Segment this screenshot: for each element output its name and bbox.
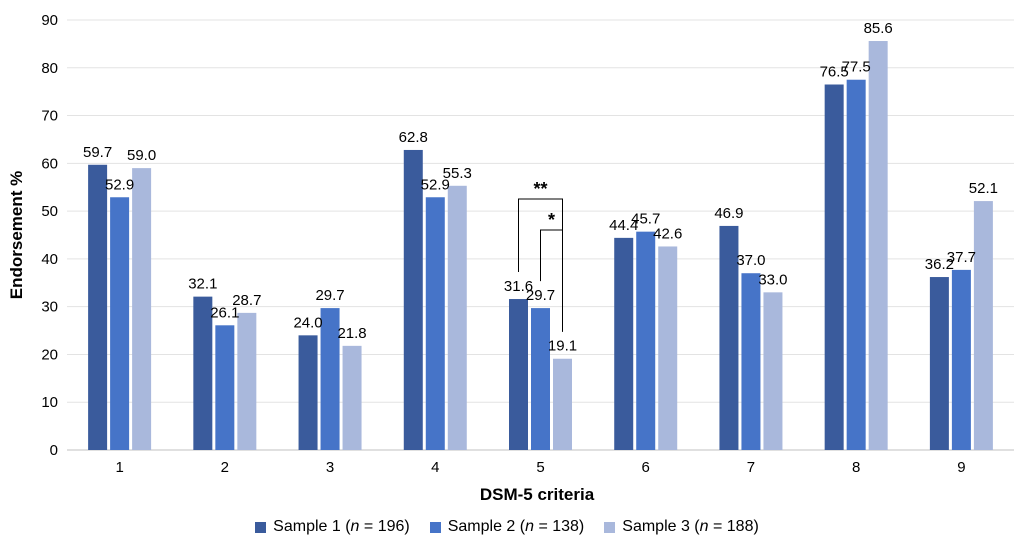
bar bbox=[110, 197, 130, 450]
data-label: 31.6 bbox=[504, 278, 533, 295]
legend-label: Sample 3 (n = 188) bbox=[622, 518, 759, 535]
y-tick-label: 10 bbox=[41, 394, 58, 411]
data-label: 33.0 bbox=[758, 271, 787, 288]
x-tick-label: 9 bbox=[957, 459, 965, 476]
bar bbox=[741, 273, 761, 450]
bar bbox=[636, 231, 656, 450]
bar bbox=[509, 299, 528, 450]
bar bbox=[531, 308, 550, 450]
x-tick-label: 3 bbox=[326, 459, 334, 476]
x-tick-label: 4 bbox=[431, 459, 439, 476]
y-tick-label: 20 bbox=[41, 346, 58, 363]
data-label: 24.0 bbox=[293, 314, 322, 331]
x-tick-label: 5 bbox=[536, 459, 544, 476]
data-label: 32.1 bbox=[188, 276, 217, 293]
legend-item: Sample 1 (n = 196) bbox=[255, 518, 410, 536]
data-label: 26.1 bbox=[210, 304, 239, 321]
x-tick-label: 2 bbox=[221, 459, 229, 476]
data-label: 21.8 bbox=[337, 325, 366, 342]
legend-swatch bbox=[255, 521, 267, 533]
y-tick-label: 60 bbox=[41, 155, 58, 172]
data-label: 76.5 bbox=[820, 64, 849, 81]
y-tick-labels: 0 10 20 30 40 50 60 70 80 90 bbox=[41, 12, 58, 459]
data-label: 29.7 bbox=[315, 287, 344, 304]
bar bbox=[342, 345, 362, 450]
legend-swatch bbox=[604, 521, 616, 533]
legend-item: Sample 2 (n = 138) bbox=[429, 518, 585, 536]
significance-label: * bbox=[548, 210, 555, 230]
significance-label: ** bbox=[533, 179, 547, 199]
data-label: 62.8 bbox=[399, 129, 428, 146]
x-tick-labels: 1 2 3 4 5 6 7 8 9 bbox=[115, 459, 965, 476]
bar bbox=[929, 277, 949, 450]
bar bbox=[614, 237, 634, 450]
bar bbox=[132, 168, 152, 450]
bar bbox=[237, 312, 257, 450]
bar bbox=[846, 79, 866, 450]
significance-bracket bbox=[540, 229, 563, 332]
legend-label: Sample 2 (n = 138) bbox=[447, 518, 585, 535]
data-label: 46.9 bbox=[714, 205, 743, 222]
data-label: 45.7 bbox=[631, 211, 660, 228]
x-tick-label: 7 bbox=[747, 459, 755, 476]
data-label: 42.6 bbox=[653, 225, 682, 242]
bar bbox=[553, 358, 572, 450]
y-tick-label: 50 bbox=[41, 203, 58, 220]
bar bbox=[215, 325, 235, 450]
y-tick-label: 30 bbox=[41, 299, 58, 316]
legend: Sample 1 (n = 196) Sample 2 (n = 138) Samp… bbox=[0, 518, 1014, 536]
bar bbox=[719, 225, 739, 450]
bar bbox=[298, 335, 318, 450]
data-label: 28.7 bbox=[232, 292, 261, 309]
x-tick-label: 8 bbox=[852, 459, 860, 476]
bars bbox=[88, 41, 993, 451]
data-label: 37.0 bbox=[736, 252, 765, 269]
bar bbox=[425, 197, 445, 450]
x-tick-label: 1 bbox=[115, 459, 123, 476]
y-tick-label: 70 bbox=[41, 108, 58, 125]
data-label: 19.1 bbox=[548, 338, 577, 355]
data-label: 36.2 bbox=[925, 256, 954, 273]
x-axis-title: DSM-5 criteria bbox=[480, 485, 595, 504]
bar bbox=[868, 41, 888, 451]
bar bbox=[88, 164, 108, 450]
data-label: 52.1 bbox=[969, 180, 998, 197]
significance-brackets: *** bbox=[518, 179, 563, 332]
data-label: 59.0 bbox=[127, 147, 156, 164]
data-label: 29.7 bbox=[526, 287, 555, 304]
y-tick-label: 40 bbox=[41, 251, 58, 268]
bar-chart: 0 10 20 30 40 50 60 70 80 90 59.7 52.9 59.0 32.1 26.1… bbox=[7, 12, 1014, 504]
legend-label: Sample 1 (n = 196) bbox=[273, 518, 410, 535]
bar bbox=[763, 292, 783, 450]
bar bbox=[973, 201, 993, 450]
y-tick-label: 0 bbox=[50, 442, 58, 459]
data-label: 52.9 bbox=[421, 176, 450, 193]
bar bbox=[447, 185, 467, 451]
data-label: 44.4 bbox=[609, 217, 638, 234]
bar bbox=[658, 246, 678, 450]
y-tick-label: 90 bbox=[41, 12, 58, 29]
bar bbox=[193, 296, 213, 450]
data-label: 52.9 bbox=[105, 176, 134, 193]
bar bbox=[951, 269, 971, 450]
data-label: 37.7 bbox=[947, 249, 976, 266]
data-label: 55.3 bbox=[443, 165, 472, 182]
y-tick-label: 80 bbox=[41, 60, 58, 77]
legend-item: Sample 3 (n = 188) bbox=[604, 518, 759, 536]
data-label: 85.6 bbox=[864, 20, 893, 37]
bar bbox=[824, 84, 844, 450]
data-labels: 59.7 52.9 59.0 32.1 26.128.7 24.0 29.7 21.8 62.8… bbox=[83, 20, 998, 355]
legend-swatch bbox=[429, 521, 441, 533]
bar bbox=[320, 308, 340, 450]
data-label: 77.5 bbox=[842, 59, 871, 76]
y-axis-title: Endorsement % bbox=[7, 171, 26, 299]
x-tick-label: 6 bbox=[642, 459, 650, 476]
data-label: 59.7 bbox=[83, 144, 112, 161]
bar bbox=[403, 149, 423, 450]
